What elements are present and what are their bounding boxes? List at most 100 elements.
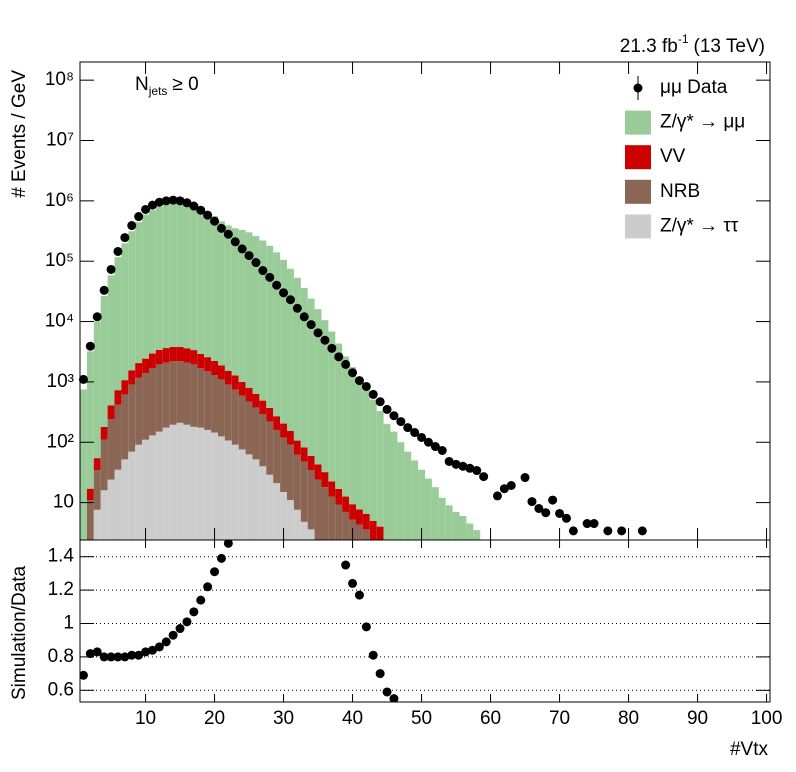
- stack-bar: [128, 370, 136, 385]
- stack-bar: [197, 353, 205, 368]
- data-point: [334, 352, 344, 362]
- legend-label: NRB: [660, 181, 700, 202]
- stack-bar: [411, 460, 419, 540]
- stack-bar: [135, 363, 143, 378]
- data-point: [106, 264, 116, 274]
- stack-bar: [418, 469, 425, 540]
- stack-bar: [155, 364, 163, 432]
- data-point: [279, 288, 289, 298]
- data-point: [444, 456, 454, 466]
- stack-bar: [273, 252, 281, 417]
- data-point: [382, 404, 392, 414]
- stack-bar: [245, 232, 253, 388]
- y-tick-label: 1.2: [48, 579, 74, 600]
- stack-bar: [307, 298, 315, 456]
- data-point: [127, 221, 137, 231]
- stack-bar: [425, 478, 432, 540]
- legend-label: Z/γ* → μμ: [660, 112, 745, 133]
- data-point: [182, 198, 192, 208]
- stack-bar: [328, 331, 336, 482]
- data-point: [237, 244, 247, 254]
- ratio-point: [361, 622, 371, 632]
- ratio-point: [147, 645, 157, 655]
- stack-bar: [183, 203, 191, 349]
- stack-bar: [342, 356, 350, 497]
- stack-bar: [93, 321, 101, 459]
- stack-bar: [293, 509, 301, 540]
- stack-bar: [197, 427, 205, 540]
- stack-bar: [300, 461, 308, 522]
- ratio-point: [341, 560, 351, 570]
- stack-bar: [362, 513, 370, 530]
- data-point: [368, 389, 378, 399]
- stack-bar: [259, 466, 267, 540]
- data-point: [168, 195, 178, 205]
- stack-bar: [238, 449, 246, 540]
- stack-bar: [183, 362, 191, 425]
- ratio-point: [223, 540, 233, 548]
- stack-bar: [356, 376, 363, 510]
- stack-bar: [245, 454, 253, 540]
- stack-bar: [100, 439, 108, 491]
- x-tick-label: 100: [751, 708, 783, 729]
- stack-bar: [176, 422, 184, 540]
- stack-bar: [211, 432, 218, 540]
- y-tick-label: 10²: [47, 431, 74, 452]
- data-point: [354, 376, 364, 386]
- x-axis-title: #Vtx: [730, 739, 769, 760]
- data-point: [78, 374, 88, 384]
- stack-bar: [121, 459, 129, 540]
- ratio-point: [216, 553, 226, 563]
- ratio-point: [182, 617, 192, 627]
- stack-bar: [280, 259, 287, 424]
- stack-bar: [252, 393, 260, 408]
- ratio-point: [141, 647, 151, 657]
- data-point: [85, 341, 95, 351]
- stack-bar: [114, 469, 122, 540]
- lumi-exponent: -1: [678, 32, 689, 46]
- data-point: [327, 343, 337, 353]
- stack-bar: [142, 358, 149, 374]
- stack-bar: [273, 429, 281, 484]
- stack-bar: [356, 524, 363, 540]
- stack-bar: [80, 389, 87, 540]
- stack-bar: [252, 236, 260, 394]
- stack-bar: [252, 459, 260, 540]
- luminosity-label: 21.3 fb-1 (13 TeV): [620, 32, 765, 57]
- ratio-point: [368, 650, 378, 660]
- stack-bar: [218, 379, 225, 437]
- stack-bar: [204, 371, 212, 430]
- stack-bar: [224, 225, 232, 371]
- data-point: [175, 196, 185, 206]
- data-point: [92, 312, 102, 322]
- ratio-point: [168, 630, 178, 640]
- stack-bar: [114, 257, 122, 391]
- stack-bar: [459, 515, 467, 540]
- data-point: [568, 526, 578, 536]
- stack-bar: [397, 442, 405, 540]
- data-point: [541, 508, 551, 518]
- stack-bar: [183, 424, 191, 540]
- stack-bar: [169, 424, 177, 540]
- data-point: [216, 223, 226, 233]
- data-point: [375, 397, 385, 407]
- stack-bar: [128, 384, 136, 452]
- annotation-symbol: N: [135, 74, 149, 95]
- stack-bar: [107, 419, 115, 480]
- data-point: [430, 442, 440, 452]
- stack-bar: [218, 221, 225, 366]
- legend-swatch: [625, 179, 651, 204]
- stack-bar: [390, 431, 398, 540]
- stack-bar: [452, 511, 460, 540]
- data-point: [465, 463, 475, 473]
- stack-bar: [314, 309, 322, 465]
- stack-bar: [328, 481, 336, 497]
- data-point: [410, 428, 420, 438]
- data-point: [210, 216, 220, 226]
- data-point: [161, 196, 171, 206]
- ratio-points: [80, 540, 399, 702]
- stack-bar: [204, 211, 212, 358]
- data-point: [361, 381, 371, 391]
- stack-bar: [162, 362, 170, 428]
- stack-bar: [93, 470, 101, 510]
